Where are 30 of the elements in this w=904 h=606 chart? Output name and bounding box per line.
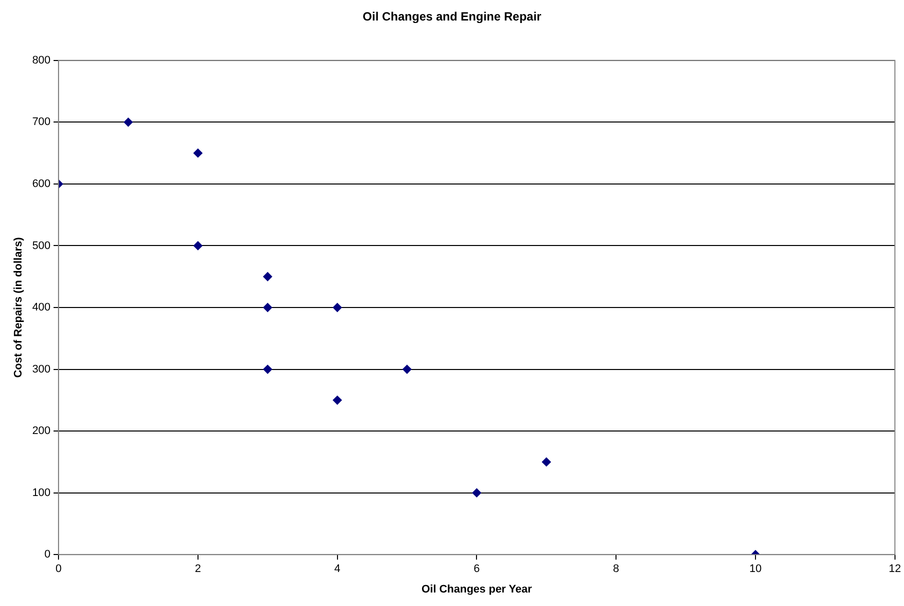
point (263, 303, 272, 312)
point (263, 364, 272, 374)
point (402, 364, 412, 374)
y-tick-label: 100 (32, 486, 51, 499)
y-tick-label: 600 (32, 178, 51, 190)
x-tick-label: 0 (55, 563, 62, 576)
point (193, 148, 202, 158)
point (542, 457, 551, 466)
y-tick-label: 0 (44, 548, 51, 561)
y-tick-label: 400 (32, 302, 51, 314)
x-tick-label: 10 (749, 563, 762, 576)
point (472, 488, 482, 498)
y-tick-label: 500 (32, 240, 51, 252)
point (332, 303, 342, 312)
x-tick-label: 4 (334, 563, 340, 576)
y-axis-title: Cost of Repairs (in dollars) (12, 236, 25, 378)
x-tick-label: 2 (194, 563, 202, 576)
y-tick-label: 200 (32, 425, 51, 438)
x-tick-label: 12 (888, 563, 902, 576)
x-tick-label: 8 (613, 563, 620, 576)
y-tick-label: 300 (32, 363, 51, 376)
y-tick-label: 700 (32, 116, 51, 128)
x-axis-title: Oil Changes per Year (421, 583, 533, 596)
point (263, 272, 272, 282)
x-tick-label: 6 (474, 563, 480, 576)
point (124, 118, 133, 127)
point (193, 241, 202, 250)
chart-title: Oil Changes and Engine Repair (362, 10, 542, 24)
point (332, 396, 342, 405)
y-tick-label: 800 (32, 54, 51, 66)
